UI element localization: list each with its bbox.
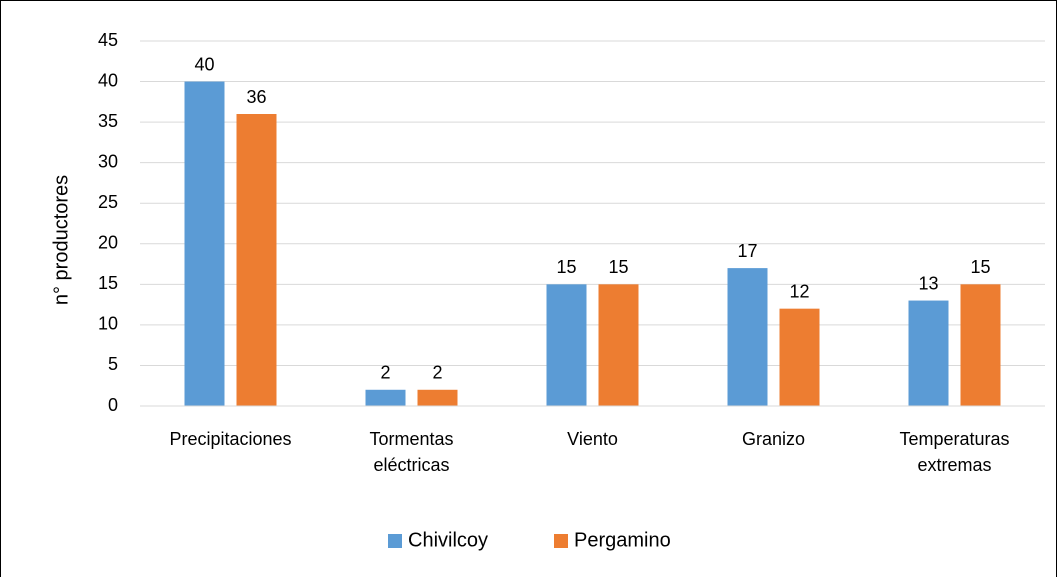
bar	[960, 284, 1001, 406]
y-tick-label: 0	[108, 395, 118, 415]
bar	[417, 389, 458, 406]
legend-swatch	[388, 534, 402, 548]
bar	[727, 268, 768, 406]
x-tick-label: Granizo	[741, 429, 806, 449]
bar	[365, 389, 406, 406]
x-tick-label-box: Granizo	[741, 429, 806, 449]
x-tick-label: Tormentas eléctricas	[369, 429, 454, 475]
x-tick-label-box: Viento	[567, 429, 618, 449]
data-label: 13	[918, 273, 938, 293]
data-label: 15	[556, 257, 576, 277]
data-label: 17	[737, 241, 757, 261]
y-tick-label: 15	[98, 273, 118, 293]
legend-label: Pergamino	[574, 529, 671, 551]
x-tick-label-box: Temperaturas extremas	[899, 429, 1010, 475]
data-label: 2	[432, 363, 442, 383]
y-tick-label: 5	[108, 354, 118, 374]
y-tick-label: 30	[98, 151, 118, 171]
y-tick-label: 10	[98, 314, 118, 334]
bar	[546, 284, 587, 406]
y-axis-label: n° productores	[50, 175, 72, 305]
legend-swatch	[554, 534, 568, 548]
bar	[779, 308, 820, 406]
data-label: 40	[194, 54, 214, 74]
y-tick-label: 45	[98, 30, 118, 50]
x-tick-label: Precipitaciones	[169, 429, 292, 449]
bar	[908, 300, 949, 406]
x-tick-label-box: Precipitaciones	[169, 429, 292, 449]
data-label: 15	[970, 257, 990, 277]
y-tick-label: 25	[98, 192, 118, 212]
legend-label: Chivilcoy	[408, 529, 488, 551]
bar	[236, 114, 277, 406]
bar	[598, 284, 639, 406]
data-label: 12	[789, 281, 809, 301]
y-tick-label: 40	[98, 70, 118, 90]
y-tick-label: 35	[98, 111, 118, 131]
data-label: 36	[246, 87, 266, 107]
x-tick-label: Viento	[567, 429, 618, 449]
data-label: 15	[608, 257, 628, 277]
x-tick-label: Temperaturas extremas	[899, 429, 1010, 475]
x-tick-label-box: Tormentas eléctricas	[369, 429, 454, 475]
data-label: 2	[380, 363, 390, 383]
y-tick-label: 20	[98, 233, 118, 253]
bar	[184, 81, 225, 407]
